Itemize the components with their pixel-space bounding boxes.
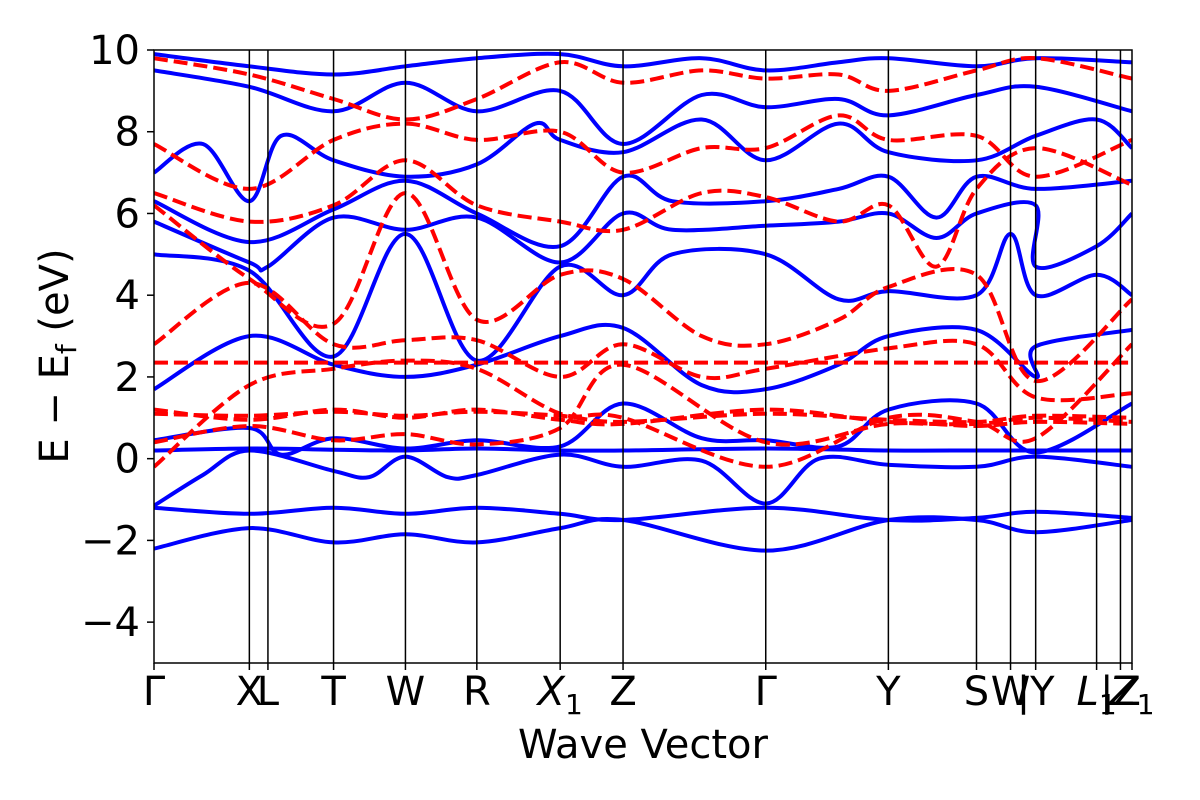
x-tick-label-6: X1 [536,669,583,721]
dashed-band-line-15 [154,409,1132,425]
solid-band-line-7 [154,200,1132,273]
solid-band-line-11 [154,51,1132,77]
x-tick-label-14: |Z [1100,669,1141,715]
x-tick-label-15: Z1 [1108,669,1154,721]
x-tick-label-0: Γ [143,669,166,715]
x-tick-label-8: Γ [755,669,778,715]
x-tick-label-13: L1 [1077,669,1117,721]
y-tick-label-2: 0 [115,437,140,483]
y-axis-title: E − Ef (eV) [32,248,83,463]
y-tick-label-6: 8 [115,110,140,156]
y-tick-label-5: 6 [115,191,140,237]
x-tick-label-11: W [991,669,1031,715]
x-tick-label-5: R [463,669,491,715]
band-lines [154,51,1132,553]
dashed-band-line-18 [154,190,1132,384]
y-tick-label-0: −4 [81,600,140,646]
solid-band-line-10 [154,68,1132,147]
x-tick-label-9: Y [875,669,901,715]
x-axis-title: Wave Vector [518,722,769,768]
x-tick-label-7: Z [609,669,636,715]
y-tick-label-3: 2 [115,355,140,401]
x-tick-label-10: S [964,669,989,715]
solid-band-line-4 [154,398,1132,457]
y-tick-label-4: 4 [115,273,140,319]
x-axis: Γ XL T W R X1 Z Γ Y S W|Y L1|ZZ1 [143,663,1155,721]
solid-band-line-2 [154,448,1132,508]
y-tick-label-7: 10 [89,28,140,74]
high-symmetry-lines [248,50,1122,663]
solid-band-line-0 [154,515,1132,553]
y-axis: −4 −2 0 2 4 6 8 10 [81,28,154,646]
plot-frame [153,49,1133,664]
dashed-band-line-13 [154,362,1132,447]
dashed-band-line-12 [154,342,1132,469]
dashed-band-line-21 [154,56,1132,122]
x-tick-label-1: X [236,669,263,715]
solid-band-line-1 [154,505,1132,523]
solid-band-line-8 [154,173,1132,250]
x-tick-label-3: T [320,669,346,715]
x-tick-label-2: L [257,669,280,715]
x-tick-label-4: W [386,669,426,715]
solid-band-line-5 [154,322,1132,395]
x-tick-label-12: |Y [1017,669,1055,715]
dashed-band-line-19 [154,146,1132,269]
y-tick-label-1: −2 [81,518,140,564]
